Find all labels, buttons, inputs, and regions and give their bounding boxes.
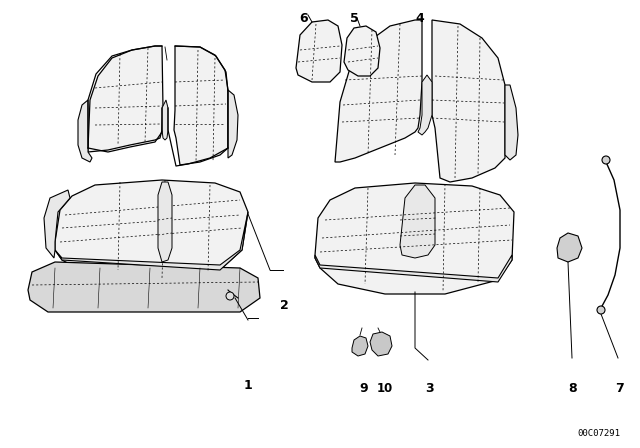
Text: 5: 5	[349, 12, 358, 25]
Polygon shape	[228, 90, 238, 158]
Polygon shape	[55, 180, 248, 280]
Polygon shape	[335, 20, 422, 162]
Polygon shape	[315, 183, 514, 294]
Text: 10: 10	[377, 382, 393, 395]
Text: 8: 8	[569, 382, 577, 395]
Polygon shape	[432, 20, 505, 182]
Text: 9: 9	[360, 382, 368, 395]
Circle shape	[226, 292, 234, 300]
Polygon shape	[344, 26, 380, 76]
Polygon shape	[400, 185, 435, 258]
Polygon shape	[505, 85, 518, 160]
Polygon shape	[158, 182, 172, 262]
Circle shape	[602, 156, 610, 164]
Polygon shape	[296, 20, 342, 82]
Polygon shape	[162, 100, 168, 140]
Polygon shape	[55, 212, 248, 270]
Polygon shape	[88, 46, 163, 152]
Polygon shape	[557, 233, 582, 262]
Polygon shape	[28, 262, 260, 312]
Polygon shape	[315, 255, 512, 282]
Polygon shape	[352, 336, 368, 356]
Text: 4: 4	[415, 12, 424, 25]
Polygon shape	[78, 100, 92, 162]
Text: 6: 6	[300, 12, 308, 25]
Text: 3: 3	[426, 382, 435, 395]
Text: 1: 1	[244, 379, 252, 392]
Polygon shape	[418, 75, 432, 135]
Polygon shape	[370, 332, 392, 356]
Circle shape	[597, 306, 605, 314]
Polygon shape	[44, 190, 70, 258]
Text: 2: 2	[280, 298, 289, 311]
Text: 00C07291: 00C07291	[577, 429, 620, 438]
Text: 7: 7	[616, 382, 625, 395]
Polygon shape	[174, 46, 228, 165]
